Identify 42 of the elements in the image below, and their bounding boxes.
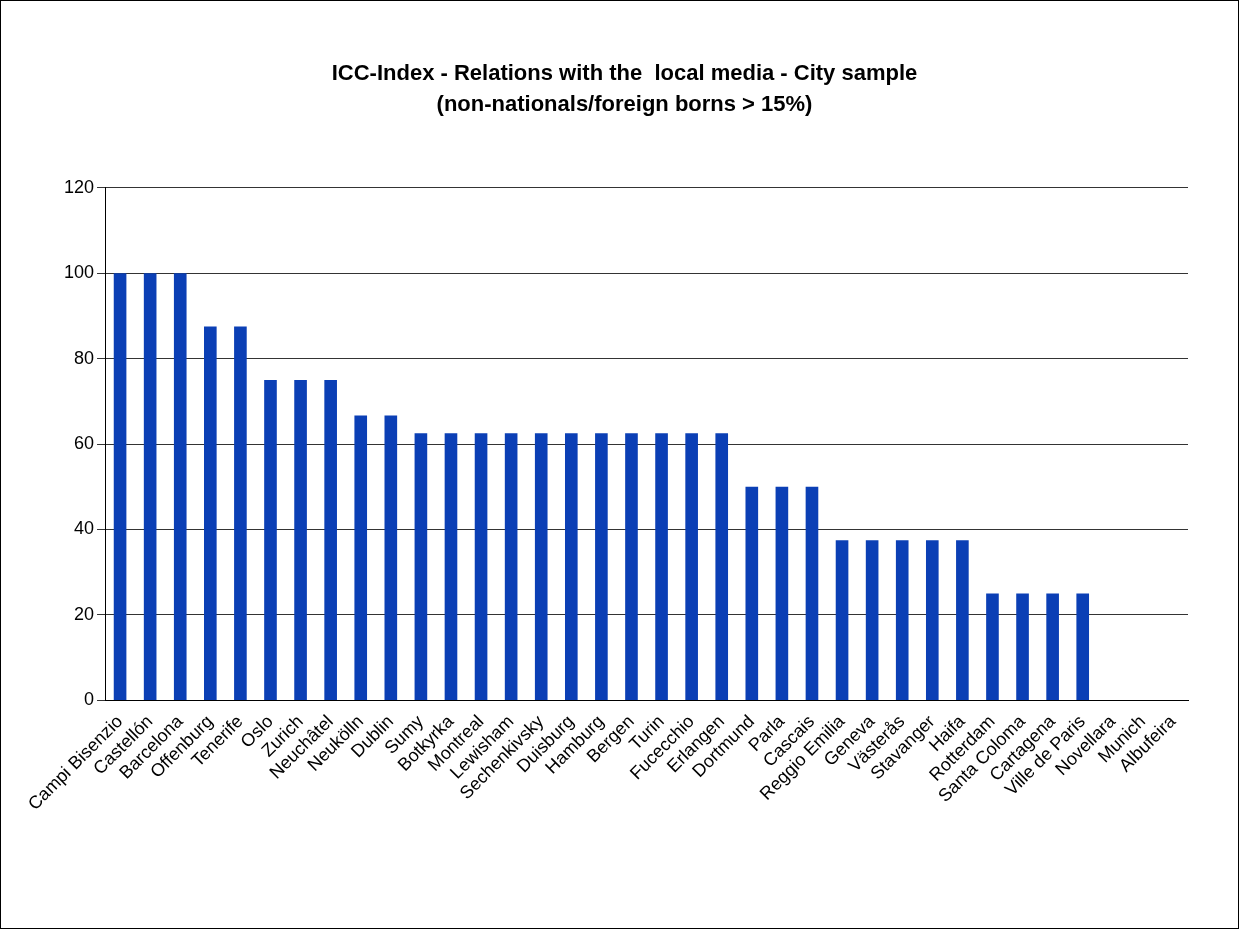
chart-subtitle: (non-nationals/foreign borns > 15%) [436, 90, 813, 116]
bar [865, 540, 879, 700]
bar [805, 486, 819, 700]
y-tick-label: 120 [63, 176, 95, 197]
bar [745, 486, 759, 700]
bar [414, 433, 428, 700]
bar [113, 273, 127, 700]
bar [444, 433, 458, 700]
bar [775, 486, 789, 700]
bar [655, 433, 668, 700]
y-tick-label: 100 [63, 262, 95, 283]
bar [685, 433, 698, 700]
bar [1046, 593, 1059, 700]
y-tick-label: 40 [74, 518, 95, 539]
y-tick-label: 0 [84, 689, 95, 710]
bar [384, 415, 398, 700]
bar [264, 379, 277, 700]
bar [234, 326, 247, 700]
bar [204, 326, 217, 700]
y-tick-label: 20 [74, 603, 95, 624]
y-tick-label: 60 [74, 433, 95, 454]
bar [625, 433, 638, 700]
bar [956, 540, 969, 700]
bar [1016, 593, 1029, 700]
bar [474, 433, 488, 700]
chart-title: ICC-Index - Relations with the local media - City sample [331, 60, 918, 86]
bar [835, 540, 849, 700]
bar [595, 433, 608, 700]
bar [354, 415, 368, 700]
bar [986, 593, 999, 700]
bar [143, 273, 157, 700]
bar [294, 379, 307, 700]
bar [534, 433, 548, 700]
bar [895, 540, 909, 700]
bar [504, 433, 518, 700]
bar [1076, 593, 1090, 700]
bar [564, 433, 578, 700]
bar [173, 273, 187, 700]
bar [324, 379, 337, 700]
bar [925, 540, 939, 700]
y-tick-label: 80 [74, 347, 95, 368]
bar [715, 433, 729, 700]
